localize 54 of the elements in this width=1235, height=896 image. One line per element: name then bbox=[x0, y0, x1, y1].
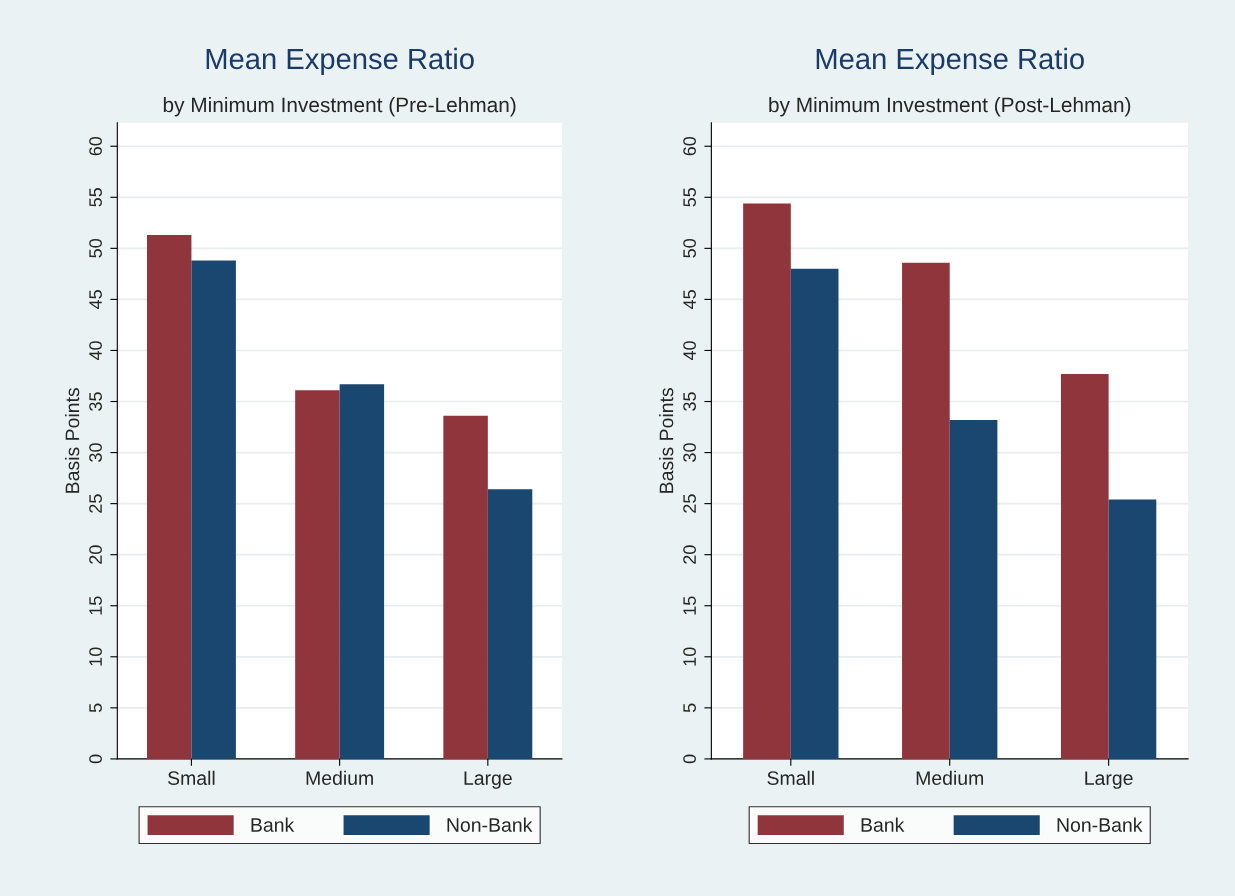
bar bbox=[1108, 499, 1157, 759]
y-tick-label: 35 bbox=[683, 392, 696, 411]
y-tick-label: 50 bbox=[683, 239, 696, 258]
y-tick-label: 55 bbox=[89, 188, 102, 207]
x-tick-label: Medium bbox=[916, 770, 984, 785]
bar bbox=[949, 419, 998, 759]
y-axis-title: Basis Points bbox=[659, 388, 674, 493]
y-tick-label: 15 bbox=[683, 596, 696, 615]
y-tick-label: 5 bbox=[89, 703, 102, 713]
bar bbox=[743, 203, 791, 759]
y-axis-title: Basis Points bbox=[65, 388, 80, 493]
bar bbox=[191, 260, 236, 759]
bar bbox=[146, 235, 192, 759]
y-tick-label: 55 bbox=[683, 188, 696, 207]
y-tick-label: 35 bbox=[89, 392, 102, 411]
y-tick-label: 45 bbox=[683, 290, 696, 310]
y-tick-label: 30 bbox=[683, 443, 696, 462]
x-tick-label: Large bbox=[464, 771, 512, 789]
y-tick-label: 10 bbox=[683, 647, 696, 666]
x-tick-label: Large bbox=[1085, 771, 1133, 789]
y-tick-label: 40 bbox=[683, 341, 696, 361]
y-tick-label: 20 bbox=[89, 545, 102, 564]
y-tick-label: 45 bbox=[89, 290, 102, 310]
legend-label: Bank bbox=[861, 817, 905, 832]
y-tick-label: 40 bbox=[89, 341, 102, 361]
y-tick-label: 25 bbox=[683, 494, 696, 513]
bar bbox=[443, 415, 488, 759]
y-tick-label: 30 bbox=[89, 443, 102, 462]
y-tick-label: 25 bbox=[89, 494, 102, 513]
bar bbox=[790, 268, 839, 759]
bar bbox=[339, 384, 385, 759]
legend-label: Non-Bank bbox=[447, 817, 533, 832]
y-tick-label: 60 bbox=[89, 136, 102, 156]
y-tick-label: 0 bbox=[683, 754, 696, 764]
chart-title: Mean Expense Ratio bbox=[816, 47, 1084, 76]
chart-title: Mean Expense Ratio bbox=[206, 47, 474, 76]
y-tick-label: 0 bbox=[89, 754, 102, 764]
bar bbox=[1060, 373, 1109, 759]
y-tick-label: 15 bbox=[89, 596, 102, 615]
legend-label: Non-Bank bbox=[1057, 817, 1143, 832]
legend-label: Bank bbox=[251, 817, 295, 832]
x-tick-label: Medium bbox=[306, 770, 373, 785]
y-tick-label: 10 bbox=[89, 647, 102, 666]
y-tick-label: 50 bbox=[89, 239, 102, 258]
y-tick-label: 60 bbox=[683, 136, 696, 156]
x-tick-label: Small bbox=[168, 770, 215, 785]
y-tick-label: 20 bbox=[683, 545, 696, 564]
chart-subtitle: by Minimum Investment (Post-Lehman) bbox=[769, 96, 1131, 117]
bar bbox=[295, 390, 340, 759]
bar bbox=[902, 262, 950, 759]
x-tick-label: Small bbox=[767, 770, 814, 785]
bar bbox=[487, 489, 533, 759]
y-tick-label: 5 bbox=[683, 703, 696, 713]
chart-subtitle: by Minimum Investment (Pre-Lehman) bbox=[163, 96, 516, 117]
